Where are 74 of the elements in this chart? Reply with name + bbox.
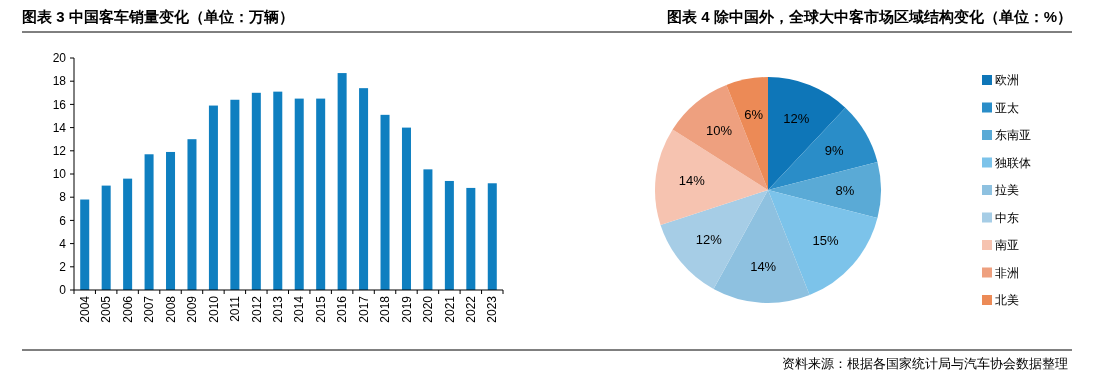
bar <box>359 88 369 290</box>
bar <box>337 73 347 290</box>
y-tick-label: 16 <box>52 97 67 112</box>
x-tick-label: 2021 <box>442 295 457 323</box>
x-tick-label: 2012 <box>249 295 264 323</box>
x-tick-label: 2010 <box>206 295 221 323</box>
y-tick-label: 18 <box>52 74 67 89</box>
x-tick-label: 2020 <box>421 295 436 323</box>
data-label: 14% <box>678 172 706 188</box>
x-tick-label: 2014 <box>292 295 307 323</box>
y-tick-label: 12 <box>52 144 67 158</box>
data-label: 6% <box>744 107 764 123</box>
y-tick-label: 10 <box>52 167 67 182</box>
pie-slice <box>672 84 768 190</box>
bar <box>187 139 197 290</box>
x-tick-label: 2011 <box>228 295 243 322</box>
x-tick-label: 2016 <box>335 295 350 323</box>
y-tick-label: 4 <box>59 236 67 251</box>
legend-label: 独联体 <box>995 155 1031 170</box>
x-tick-label: 2008 <box>163 295 178 323</box>
bar <box>273 91 283 290</box>
bar <box>380 114 390 290</box>
bar <box>294 98 304 290</box>
data-label: 14% <box>750 259 777 275</box>
data-label: 10% <box>706 123 733 139</box>
pie-slice <box>768 161 881 219</box>
data-label: 12% <box>695 231 723 247</box>
x-tick-label: 2004 <box>77 295 92 323</box>
data-label: 8% <box>835 182 855 198</box>
bar <box>444 180 454 290</box>
x-tick-label: 2015 <box>313 295 328 323</box>
x-tick-label: 2013 <box>270 295 285 323</box>
bar <box>251 92 261 290</box>
x-tick-label: 2005 <box>99 295 114 323</box>
chart-title: 图表 4 除中国外，全球大中客市场区域结构变化（单位：%） <box>666 8 1072 25</box>
legend-label: 拉美 <box>995 183 1019 198</box>
legend-label: 欧洲 <box>995 73 1019 88</box>
x-tick-label: 2017 <box>356 295 371 323</box>
bar <box>123 178 133 290</box>
bar <box>230 99 240 290</box>
data-label: 9% <box>824 143 844 159</box>
y-tick-label: 2 <box>59 260 67 274</box>
legend-label: 北美 <box>995 293 1019 308</box>
y-tick-label: 20 <box>52 51 67 66</box>
x-tick-label: 2006 <box>120 295 135 323</box>
legend-label: 亚太 <box>995 100 1019 115</box>
y-tick-label: 14 <box>52 120 67 135</box>
x-tick-label: 2007 <box>142 295 157 323</box>
x-tick-label: 2022 <box>464 295 479 323</box>
y-tick-label: 8 <box>59 190 67 205</box>
bar <box>401 127 411 290</box>
data-label: 12% <box>783 111 810 127</box>
bar <box>144 154 154 290</box>
legend-label: 中东 <box>995 210 1019 225</box>
text: 资料来源：根据各国家统计局与汽车协会数据整理 <box>782 356 1068 371</box>
legend-label: 非洲 <box>995 265 1019 280</box>
legend-label: 东南亚 <box>995 128 1031 143</box>
bar <box>466 187 476 290</box>
bar <box>487 183 497 290</box>
bar <box>423 169 433 290</box>
legend-label: 南亚 <box>995 238 1019 253</box>
bar <box>316 98 326 290</box>
data-label: 15% <box>812 233 840 249</box>
x-tick-label: 2019 <box>399 295 414 323</box>
y-tick-label: 6 <box>59 213 67 228</box>
x-tick-label: 2009 <box>185 295 200 323</box>
bar <box>166 151 176 290</box>
bar <box>208 105 218 290</box>
x-tick-label: 2018 <box>378 295 393 323</box>
chart-title: 图表 3 中国客车销量变化（单位：万辆） <box>22 8 294 25</box>
y-tick-label: 0 <box>59 283 67 298</box>
x-tick-label: 2023 <box>485 295 500 323</box>
bar <box>80 199 90 290</box>
bar <box>101 185 111 290</box>
